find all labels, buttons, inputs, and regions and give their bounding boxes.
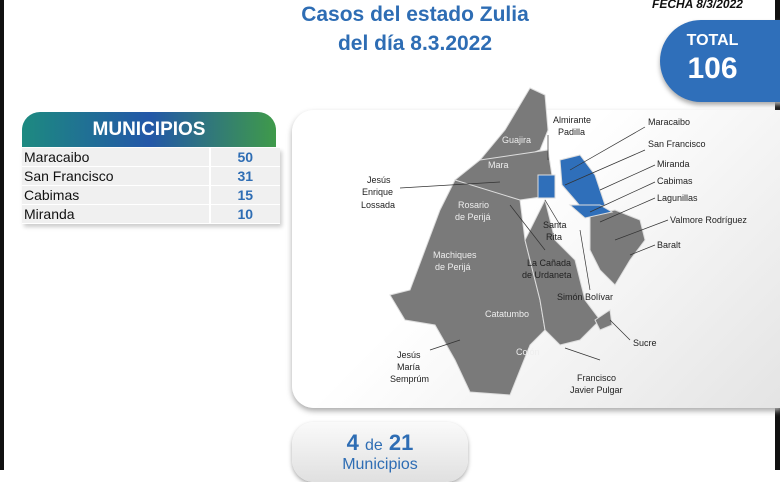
municipio-name: Maracaibo — [22, 148, 209, 166]
label-almirante-padilla-2: Padilla — [558, 127, 585, 137]
label-machiques: Machiques — [433, 250, 477, 260]
municipios-summary: 4 de 21 Municipios — [292, 422, 468, 482]
municipio-count: 50 — [210, 148, 280, 166]
date-label: FECHA 8/3/2022 — [652, 0, 743, 11]
table-row: Cabimas 15 — [22, 186, 280, 204]
title-line-2: del día 8.3.2022 — [337, 32, 493, 55]
summary-label: Municipios — [342, 456, 418, 473]
total-badge: TOTAL 106 — [660, 20, 780, 102]
label-la-canada: La Cañada — [527, 258, 571, 268]
table-row: Miranda 10 — [22, 205, 280, 223]
label-francisco-javier-pulgar-2: Javier Pulgar — [570, 385, 623, 395]
title-line-1: Casos del estado Zulia — [301, 3, 529, 26]
municipio-count: 10 — [210, 205, 280, 223]
municipios-table: Maracaibo 50 San Francisco 31 Cabimas 15 Mi… — [22, 148, 280, 224]
label-colon: Colón — [516, 347, 540, 357]
label-simon-bolivar: Simón Bolívar — [557, 292, 613, 302]
label-santa-rita: Santa — [543, 220, 567, 230]
region-east — [589, 209, 646, 286]
municipio-count: 15 — [210, 186, 280, 204]
affected-count: 4 — [346, 430, 359, 455]
label-san-francisco: San Francisco — [648, 139, 706, 149]
table-row: San Francisco 31 — [22, 167, 280, 185]
label-catatumbo: Catatumbo — [485, 309, 529, 319]
label-rosario-2: de Perijá — [455, 212, 491, 222]
municipios-header: MUNICIPIOS — [22, 112, 276, 147]
label-jesus-maria-semprum: Jesús — [397, 350, 421, 360]
zulia-map: Guajira Almirante Padilla Mara Jesús Enr… — [361, 87, 747, 396]
table-row: Maracaibo 50 — [22, 148, 280, 166]
label-santa-rita-2: Rita — [546, 232, 562, 242]
total-label: TOTAL — [686, 32, 739, 49]
region-san-francisco-miranda — [559, 154, 606, 213]
label-maracaibo: Maracaibo — [648, 117, 690, 127]
region-sucre — [594, 309, 613, 331]
total-municipios: 21 — [388, 430, 414, 455]
region-south — [524, 198, 601, 346]
label-jesus-enrique-lossada-3: Lossada — [361, 200, 395, 210]
region-maracaibo — [537, 174, 556, 199]
municipio-name: Cabimas — [22, 186, 209, 204]
page-title: Casos del estado Zulia del día 8.3.2022 — [250, 0, 580, 58]
label-rosario: Rosario — [458, 200, 489, 210]
municipio-name: Miranda — [22, 205, 209, 223]
label-sucre: Sucre — [633, 338, 657, 348]
label-francisco-javier-pulgar: Francisco — [577, 373, 616, 383]
label-almirante-padilla: Almirante — [553, 115, 591, 125]
label-mara: Mara — [488, 160, 509, 170]
label-la-canada-2: de Urdaneta — [522, 270, 572, 280]
label-machiques-2: de Perijá — [435, 262, 471, 272]
municipio-count: 31 — [210, 167, 280, 185]
label-jesus-maria-semprum-3: Semprúm — [390, 374, 429, 384]
label-guajira: Guajira — [502, 135, 531, 145]
total-value: 106 — [687, 52, 738, 85]
label-jesus-enrique-lossada: Jesús — [367, 175, 391, 185]
label-lagunillas: Lagunillas — [657, 193, 698, 203]
label-cabimas: Cabimas — [657, 176, 693, 186]
municipio-name: San Francisco — [22, 167, 209, 185]
label-jesus-maria-semprum-2: María — [397, 362, 420, 372]
label-jesus-enrique-lossada-2: Enrique — [362, 187, 393, 197]
label-miranda: Miranda — [657, 159, 690, 169]
label-baralt: Baralt — [657, 240, 681, 250]
of-text: de — [364, 437, 383, 454]
label-valmore-rodriguez: Valmore Rodríguez — [670, 215, 747, 225]
screen-edge — [0, 0, 4, 470]
